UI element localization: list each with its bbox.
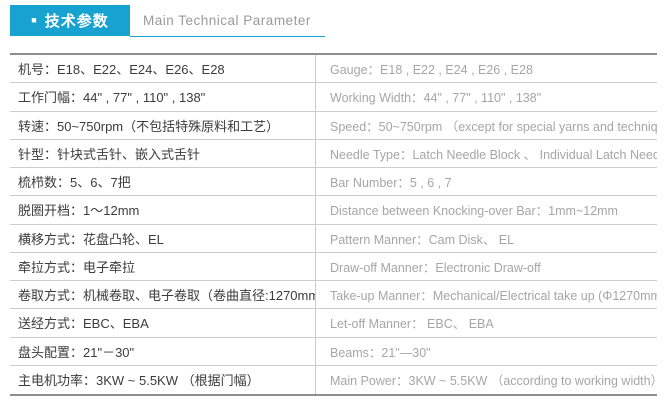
square-bullet-icon: ■ <box>31 15 38 25</box>
param-cell-cn: 脱圈开档：1～12mm <box>10 196 316 224</box>
param-cell-en: Pattern Manner：Cam Disk、 EL <box>330 232 515 247</box>
param-cell-cn: 梳栉数：5、6、7把 <box>10 168 316 196</box>
table-row: 脱圈开档：1～12mm Distance between Knocking-ov… <box>10 196 657 225</box>
section-title-cn: 技术参数 <box>44 13 109 30</box>
table-row: 机号：E18、E22、E24、E26、E28 Gauge：E18 , E22 ,… <box>10 55 657 84</box>
table-row: 横移方式：花盘凸轮、EL Pattern Manner：Cam Disk、 EL <box>10 224 657 253</box>
param-cell-en: Distance between Knocking-over Bar：1mm~1… <box>330 204 618 219</box>
param-cell-en: Gauge：E18 , E22 , E24 , E26 , E28 <box>330 63 533 78</box>
param-cell-en: Bar Number：5 , 6 , 7 <box>330 176 452 191</box>
param-cell-cn: 工作门幅：44" , 77" , 110" , 138" <box>10 83 316 111</box>
param-cell-cn: 针型：针块式舌针、嵌入式舌针 <box>10 139 316 167</box>
param-cell-cn: 主电机功率：3KW ~ 5.5KW （根据门幅） <box>10 365 316 394</box>
table-row: 卷取方式：机械卷取、电子卷取（卷曲直径:1270mm) Take-up Mann… <box>10 281 657 310</box>
param-cell-en: Beams：21"—30" <box>330 345 431 360</box>
table-row: 转速：50~750rpm（不包括特殊原料和工艺） Speed：50~750rpm… <box>10 111 657 140</box>
table-row: 送经方式：EBC、EBA Let-off Manner： EBC、 EBA <box>10 309 657 338</box>
param-cell-en: Working Width：44" , 77" , 110" , 138" <box>330 91 542 106</box>
table-row: 工作门幅：44" , 77" , 110" , 138" Working Wid… <box>10 83 657 112</box>
table-row: 梳栉数：5、6、7把 Bar Number：5 , 6 , 7 <box>10 168 657 197</box>
table-row: 盘头配置：21"－30" Beams：21"—30" <box>10 337 657 366</box>
param-cell-cn: 盘头配置：21"－30" <box>10 337 316 365</box>
param-cell-en: Draw-off Manner：Electronic Draw-off <box>330 260 541 275</box>
param-cell-cn: 转速：50~750rpm（不包括特殊原料和工艺） <box>10 111 316 139</box>
param-cell-en: Let-off Manner： EBC、 EBA <box>330 317 494 332</box>
param-cell-en: Main Power：3KW ~ 5.5KW （according to wor… <box>330 374 657 389</box>
table-row: 牵拉方式：电子牵拉 Draw-off Manner：Electronic Dra… <box>10 252 657 281</box>
param-cell-cn: 机号：E18、E22、E24、E26、E28 <box>10 55 316 83</box>
section-title-en: Main Technical Parameter <box>143 13 311 28</box>
title-underline <box>130 36 325 37</box>
section-title-badge: ■ 技术参数 <box>10 5 130 36</box>
param-cell-en: Take-up Manner：Mechanical/Electrical tak… <box>330 289 657 304</box>
parameter-table: 机号：E18、E22、E24、E26、E28 Gauge：E18 , E22 ,… <box>10 53 657 396</box>
param-cell-cn: 卷取方式：机械卷取、电子卷取（卷曲直径:1270mm) <box>10 281 316 309</box>
param-cell-en: Speed：50~750rpm （except for special yarn… <box>330 119 657 134</box>
param-cell-cn: 横移方式：花盘凸轮、EL <box>10 224 316 252</box>
param-cell-cn: 送经方式：EBC、EBA <box>10 309 316 337</box>
table-row: 针型：针块式舌针、嵌入式舌针 Needle Type：Latch Needle … <box>10 139 657 168</box>
table-row: 主电机功率：3KW ~ 5.5KW （根据门幅） Main Power：3KW … <box>10 365 657 394</box>
param-cell-cn: 牵拉方式：电子牵拉 <box>10 252 316 280</box>
section-header: ■ 技术参数 Main Technical Parameter <box>10 5 657 37</box>
param-cell-en: Needle Type：Latch Needle Block 、 Individ… <box>330 147 657 162</box>
